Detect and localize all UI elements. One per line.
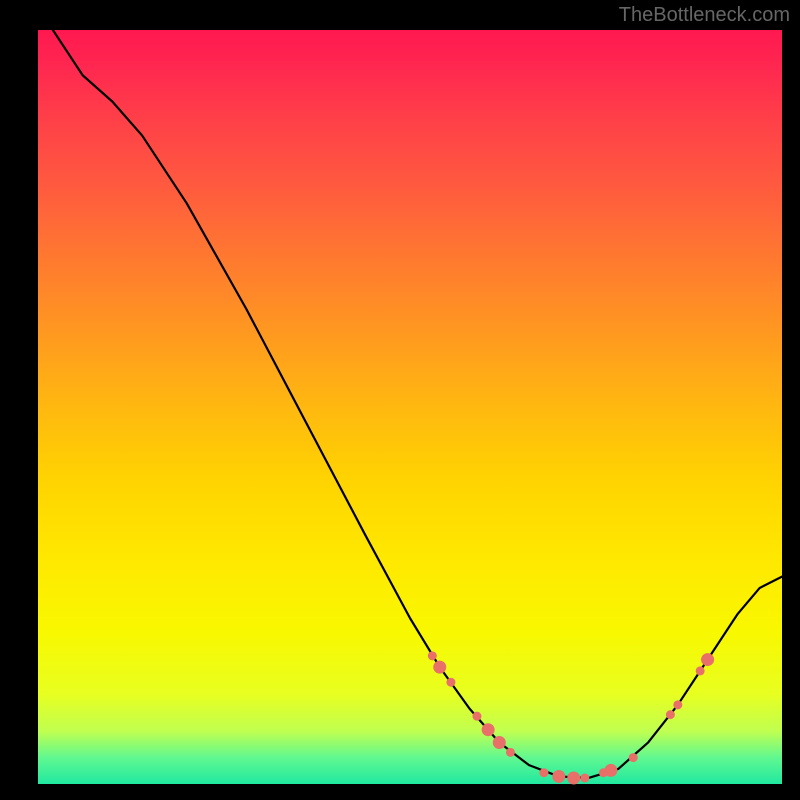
bottleneck-chart (0, 0, 800, 800)
chart-container: TheBottleneck.com (0, 0, 800, 800)
watermark-text: TheBottleneck.com (619, 4, 790, 27)
